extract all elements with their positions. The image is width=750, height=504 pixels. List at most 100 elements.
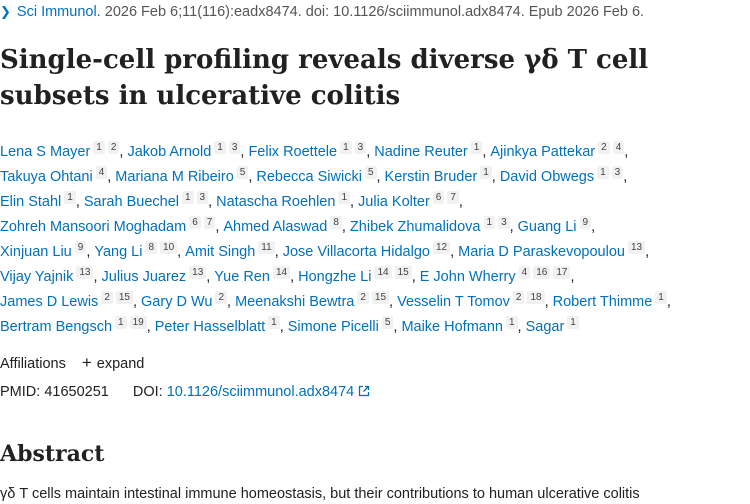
affiliation-ref[interactable]: 2 — [101, 291, 113, 304]
author-separator: , — [517, 319, 522, 335]
author-link[interactable]: Amit Singh — [185, 244, 256, 260]
author-link[interactable]: Bertram Bengsch — [0, 319, 113, 335]
affiliation-ref[interactable]: 1 — [181, 191, 194, 204]
affiliation-ref[interactable]: 13 — [189, 266, 207, 279]
author-link[interactable]: Rebecca Siwicki — [256, 169, 362, 185]
affiliation-ref[interactable]: 7 — [203, 216, 216, 229]
affiliation-ref[interactable]: 3 — [354, 141, 367, 154]
author-link[interactable]: Ahmed Alaswad — [223, 219, 328, 235]
affiliation-ref[interactable]: 11 — [258, 241, 275, 254]
affiliation-ref[interactable]: 6 — [432, 191, 445, 204]
author-link[interactable]: Lena S Mayer — [0, 144, 91, 160]
affiliation-ref[interactable]: 19 — [129, 316, 147, 329]
author-separator: , — [75, 194, 80, 210]
author-link[interactable]: Jakob Arnold — [127, 144, 212, 160]
affiliation-ref[interactable]: 4 — [95, 166, 108, 179]
affiliation-ref[interactable]: 2 — [107, 141, 120, 154]
affiliation-ref[interactable]: 16 — [533, 266, 551, 279]
author-link[interactable]: Zhibek Zhumalidova — [349, 219, 481, 235]
affiliation-ref[interactable]: 13 — [76, 266, 94, 279]
affiliation-ref[interactable]: 15 — [394, 266, 412, 279]
affiliation-ref[interactable]: 1 — [93, 141, 105, 154]
affiliation-ref[interactable]: 10 — [160, 241, 178, 254]
author-link[interactable]: Guang Li — [517, 219, 577, 235]
affiliation-ref[interactable]: 6 — [189, 216, 201, 229]
author-link[interactable]: Mariana M Ribeiro — [115, 169, 234, 185]
affiliation-ref[interactable]: 2 — [598, 141, 610, 154]
author-link[interactable]: Jose Villacorta Hidalgo — [282, 244, 430, 260]
author-link[interactable]: Vijay Yajnik — [0, 269, 74, 285]
affiliation-ref[interactable]: 9 — [74, 241, 87, 254]
affiliation-ref[interactable]: 1 — [483, 216, 496, 229]
affiliation-ref[interactable]: 1 — [470, 141, 483, 154]
affiliation-ref[interactable]: 1 — [567, 316, 579, 329]
affiliation-ref[interactable]: 12 — [432, 241, 451, 254]
affiliation-ref[interactable]: 13 — [627, 241, 646, 254]
author-link[interactable]: Sarah Buechel — [83, 194, 179, 210]
author-link[interactable]: Gary D Wu — [141, 294, 213, 310]
author-link[interactable]: Sagar — [525, 319, 565, 335]
author-link[interactable]: Maria D Paraskevopoulou — [458, 244, 625, 260]
author-link[interactable]: Nadine Reuter — [374, 144, 468, 160]
affiliation-ref[interactable]: 1 — [655, 291, 667, 304]
author-link[interactable]: Yang Li — [94, 244, 143, 260]
affiliation-ref[interactable]: 4 — [612, 141, 625, 154]
affiliation-ref[interactable]: 1 — [597, 166, 609, 179]
affiliation-ref[interactable]: 5 — [364, 166, 377, 179]
affiliation-ref[interactable]: 3 — [228, 141, 241, 154]
affiliation-ref[interactable]: 1 — [480, 166, 492, 179]
affiliation-ref[interactable]: 8 — [330, 216, 342, 229]
affiliations-expand-button[interactable]: + expand — [82, 353, 145, 372]
author-link[interactable]: Natascha Roehlen — [216, 194, 336, 210]
affiliation-ref[interactable]: 1 — [340, 141, 352, 154]
author-link[interactable]: Hongzhe Li — [298, 269, 372, 285]
affiliation-ref[interactable]: 18 — [527, 291, 545, 304]
affiliation-ref[interactable]: 1 — [268, 316, 280, 329]
author-link[interactable]: David Obwegs — [499, 169, 595, 185]
author-link[interactable]: Kerstin Bruder — [384, 169, 478, 185]
author-link[interactable]: Vesselin T Tomov — [397, 294, 510, 310]
affiliation-ref[interactable]: 2 — [357, 291, 369, 304]
author-link[interactable]: Takuya Ohtani — [0, 169, 93, 185]
chevron-right-icon[interactable]: ❯ — [0, 4, 11, 19]
author-link[interactable]: Xinjuan Liu — [0, 244, 72, 260]
author-link[interactable]: Yue Ren — [214, 269, 270, 285]
affiliation-ref[interactable]: 15 — [115, 291, 133, 304]
affiliation-ref[interactable]: 15 — [371, 291, 390, 304]
author-link[interactable]: Felix Roettele — [248, 144, 338, 160]
affiliation-ref[interactable]: 14 — [272, 266, 291, 279]
affiliation-ref[interactable]: 3 — [611, 166, 624, 179]
affiliation-ref[interactable]: 1 — [338, 191, 351, 204]
affiliation-ref[interactable]: 8 — [145, 241, 158, 254]
author-link[interactable]: Elin Stahl — [0, 194, 62, 210]
affiliation-ref[interactable]: 1 — [64, 191, 76, 204]
affiliation-ref[interactable]: 3 — [196, 191, 209, 204]
affiliation-ref[interactable]: 2 — [215, 291, 228, 304]
author-link[interactable]: E John Wherry — [419, 269, 516, 285]
affiliation-ref[interactable]: 1 — [505, 316, 518, 329]
author-link[interactable]: Robert Thimme — [552, 294, 653, 310]
author-link[interactable]: Maike Hofmann — [401, 319, 503, 335]
affiliation-ref[interactable]: 2 — [512, 291, 525, 304]
author-link[interactable]: Simone Picelli — [287, 319, 379, 335]
author-link[interactable]: Ajinkya Pattekar — [490, 144, 596, 160]
affiliation-ref[interactable]: 3 — [498, 216, 510, 229]
author-link[interactable]: Julius Juarez — [101, 269, 187, 285]
affiliation-ref[interactable]: 1 — [115, 316, 127, 329]
author-link[interactable]: Meenakshi Bewtra — [235, 294, 355, 310]
affiliation-ref[interactable]: 14 — [374, 266, 392, 279]
author-link[interactable]: Zohreh Mansoori Moghadam — [0, 219, 187, 235]
affiliation-ref[interactable]: 4 — [518, 266, 531, 279]
affiliation-ref[interactable]: 7 — [447, 191, 459, 204]
author-separator: , — [274, 244, 279, 260]
affiliation-ref[interactable]: 17 — [553, 266, 571, 279]
affiliation-ref[interactable]: 5 — [236, 166, 249, 179]
affiliation-ref[interactable]: 9 — [579, 216, 592, 229]
author-link[interactable]: Julia Kolter — [358, 194, 430, 210]
affiliation-ref[interactable]: 5 — [381, 316, 394, 329]
affiliation-ref[interactable]: 1 — [214, 141, 226, 154]
journal-link[interactable]: Sci Immunol. — [16, 4, 101, 20]
doi-link[interactable]: 10.1126/sciimmunol.adx8474 — [167, 384, 371, 400]
author-link[interactable]: James D Lewis — [0, 294, 99, 310]
author-link[interactable]: Peter Hasselblatt — [154, 319, 266, 335]
